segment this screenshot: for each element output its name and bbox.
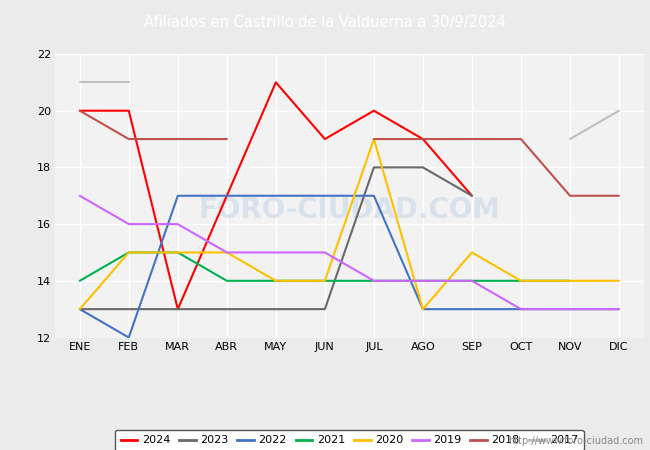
Text: FORO-CIUDAD.COM: FORO-CIUDAD.COM — [198, 196, 500, 224]
Legend: 2024, 2023, 2022, 2021, 2020, 2019, 2018, 2017: 2024, 2023, 2022, 2021, 2020, 2019, 2018… — [115, 430, 584, 450]
Text: http://www.foro-ciudad.com: http://www.foro-ciudad.com — [508, 436, 644, 446]
Text: Afiliados en Castrillo de la Valduerna a 30/9/2024: Afiliados en Castrillo de la Valduerna a… — [144, 15, 506, 30]
